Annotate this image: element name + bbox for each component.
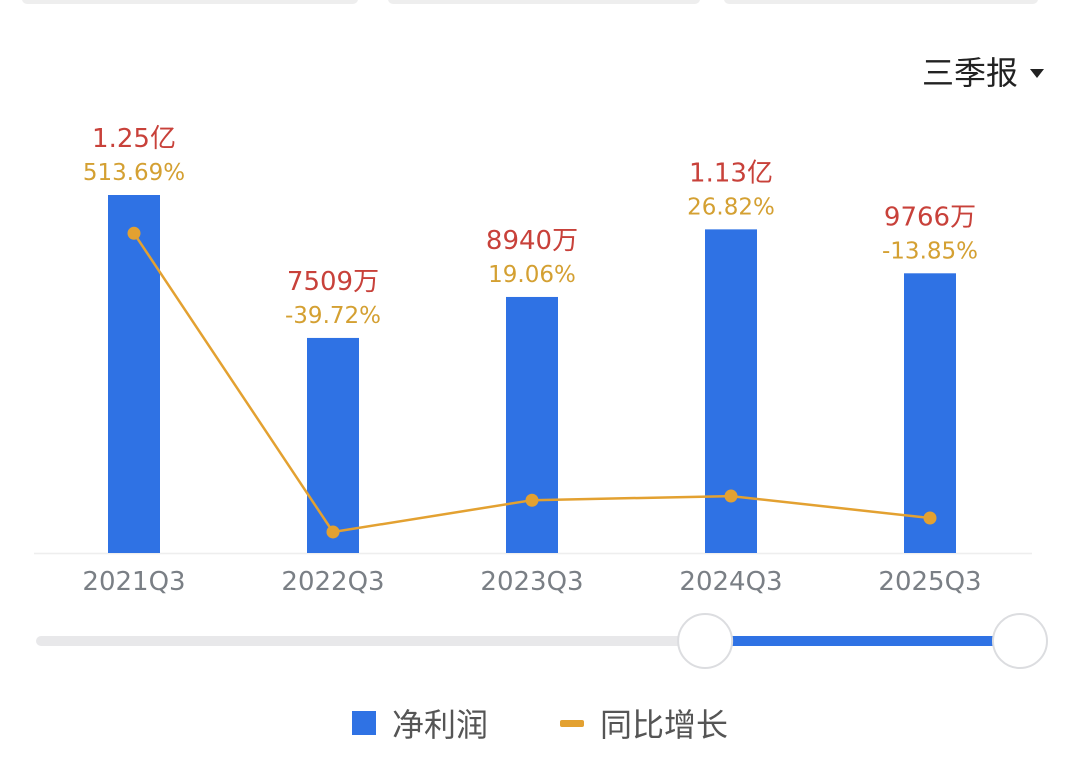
chart: 1.25亿 513.69% 7509万 -39.72% 8940万 19.06% 1.13亿…	[34, 124, 1048, 669]
legend-label-growth: 同比增长	[600, 706, 729, 744]
caret-down-icon	[1030, 68, 1044, 78]
growth-point-2024Q3[interactable]	[724, 489, 738, 503]
growth-label-2023Q3: 19.06%	[488, 262, 576, 288]
legend-item-net-profit[interactable]: 净利润	[351, 700, 488, 746]
slider-handle-start[interactable]	[677, 613, 734, 669]
growth-label-2021Q3: 513.69%	[83, 160, 185, 186]
value-label-2022Q3: 7509万	[287, 267, 379, 297]
bar-2023Q3[interactable]	[506, 296, 558, 553]
slider-handle-end[interactable]	[992, 613, 1048, 669]
top-tab-2[interactable]	[388, 0, 700, 4]
growth-label-2025Q3: -13.85%	[882, 238, 978, 264]
tick-label-2021Q3: 2021Q3	[82, 567, 185, 597]
top-tab-1[interactable]	[22, 0, 358, 4]
value-label-2021Q3: 1.25亿	[92, 124, 176, 154]
legend-line-swatch	[560, 719, 584, 727]
tick-label-2023Q3: 2023Q3	[480, 567, 583, 597]
growth-label-2024Q3: 26.82%	[687, 194, 775, 220]
growth-label-2022Q3: -39.72%	[285, 303, 381, 329]
growth-point-2022Q3[interactable]	[326, 525, 340, 539]
tick-label-2025Q3: 2025Q3	[878, 567, 981, 597]
bar-2021Q3[interactable]	[108, 195, 160, 553]
value-label-2023Q3: 8940万	[486, 226, 578, 256]
value-label-2024Q3: 1.13亿	[689, 158, 773, 188]
bar-2025Q3[interactable]	[904, 273, 956, 553]
legend-label-net-profit: 净利润	[391, 706, 488, 744]
period-label: 三季报	[921, 54, 1018, 92]
value-label-2025Q3: 9766万	[884, 202, 976, 232]
tick-label-2022Q3: 2022Q3	[281, 567, 384, 597]
legend: 净利润 同比增长	[0, 700, 1080, 746]
legend-item-growth[interactable]: 同比增长	[560, 700, 728, 746]
growth-point-2021Q3[interactable]	[127, 226, 141, 240]
bar-2024Q3[interactable]	[705, 229, 757, 554]
tick-label-2024Q3: 2024Q3	[679, 567, 782, 597]
slider-range[interactable]	[705, 636, 1020, 646]
top-tab-3[interactable]	[724, 0, 1038, 4]
growth-point-2025Q3[interactable]	[923, 511, 937, 525]
bar-2022Q3[interactable]	[307, 337, 359, 553]
growth-point-2023Q3[interactable]	[525, 493, 539, 507]
period-selector[interactable]: 三季报	[922, 48, 1044, 94]
legend-bar-swatch	[351, 711, 376, 735]
